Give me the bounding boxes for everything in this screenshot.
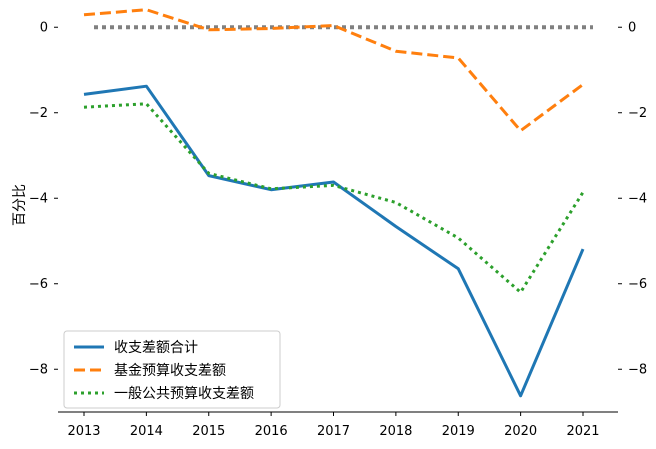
legend-label-fund-budget: 基金预算收支差额 bbox=[114, 362, 226, 379]
series-line-2 bbox=[83, 102, 585, 294]
series-layer bbox=[83, 8, 585, 398]
x-tick-label: 2019 bbox=[442, 424, 475, 439]
legend-label-general-budget: 一般公共预算收支差额 bbox=[114, 386, 254, 402]
axes-layer: 2013 2014 2015 2016 2017 2018 2019 2020 2021 0 −2 −… bbox=[29, 21, 647, 439]
y-tick-label-right: −2 bbox=[628, 106, 647, 121]
y-axis-title: 百分比 bbox=[12, 184, 28, 226]
x-tick-label: 2013 bbox=[67, 424, 100, 439]
x-tick-label: 2018 bbox=[379, 424, 412, 439]
x-tick-label: 2020 bbox=[504, 424, 537, 439]
x-tick-label: 2014 bbox=[130, 424, 163, 439]
y-tick-label-right: −4 bbox=[628, 192, 647, 207]
y-tick-label-right: −6 bbox=[628, 277, 647, 292]
legend: 收支差额合计 基金预算收支差额 一般公共预算收支差额 bbox=[63, 330, 281, 409]
x-tick-label: 2016 bbox=[255, 424, 288, 439]
legend-label-total: 收支差额合计 bbox=[114, 340, 198, 356]
y-tick-label-left: −4 bbox=[29, 192, 48, 207]
y-tick-label-left: 0 bbox=[40, 21, 48, 36]
series-line-1 bbox=[83, 8, 584, 133]
y-tick-label-right: 0 bbox=[628, 21, 636, 36]
x-tick-label: 2017 bbox=[317, 424, 350, 439]
legend-box bbox=[63, 330, 281, 409]
x-tick-label: 2021 bbox=[566, 424, 599, 439]
y-tick-label-left: −2 bbox=[29, 106, 48, 121]
y-tick-label-left: −6 bbox=[29, 277, 48, 292]
x-tick-label: 2015 bbox=[192, 424, 225, 439]
y-tick-label-right: −8 bbox=[628, 363, 647, 378]
series-line-0 bbox=[83, 84, 585, 398]
y-tick-label-left: −8 bbox=[29, 363, 48, 378]
